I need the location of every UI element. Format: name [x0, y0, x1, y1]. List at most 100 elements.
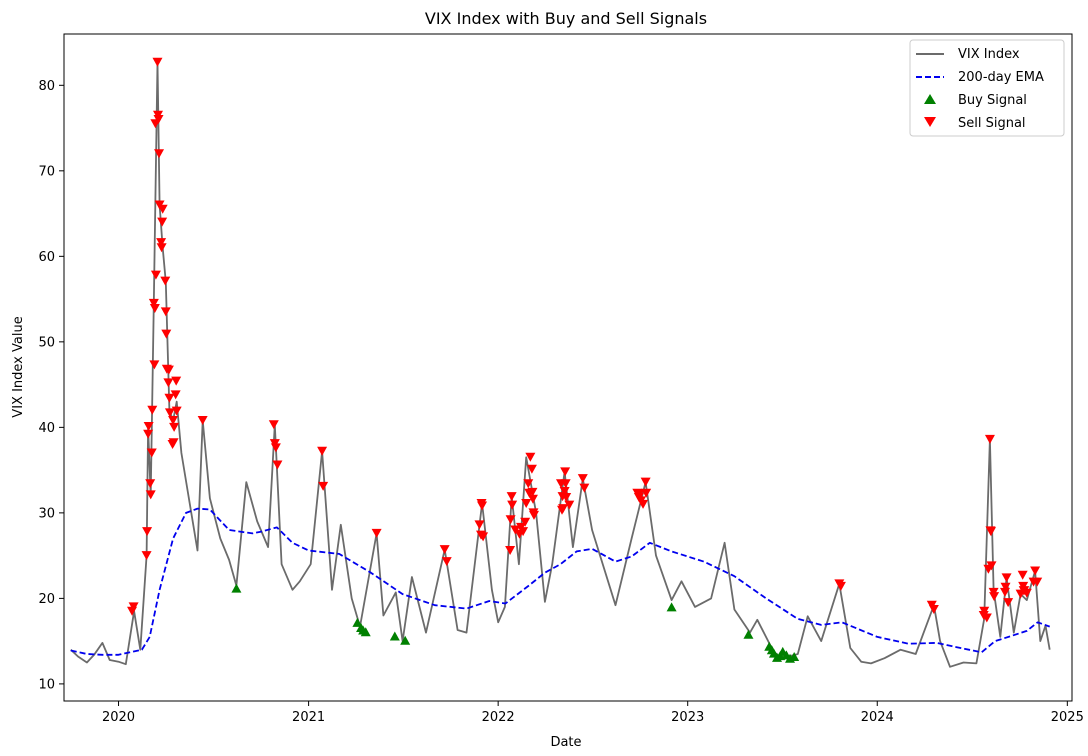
sell-signal-marker	[142, 527, 153, 537]
sell-signal-marker	[478, 532, 489, 542]
x-tick-label: 2020	[102, 710, 135, 725]
sell-signal-marker	[153, 115, 164, 125]
sell-signal-marker	[146, 448, 157, 458]
buy-signal-marker	[743, 629, 754, 639]
sell-signal-marker	[1032, 577, 1043, 587]
sell-signal-marker	[169, 422, 180, 432]
legend: VIX Index 200-day EMA Buy Signal Sell Si…	[909, 39, 1065, 137]
sell-signal-marker	[521, 498, 532, 508]
sell-signal-marker	[156, 238, 167, 248]
sell-signal-marker	[168, 416, 179, 426]
y-tick-label: 20	[38, 592, 55, 607]
sell-signal-marker	[1017, 570, 1028, 580]
y-axis-label: VIX Index Value	[11, 316, 26, 417]
sell-signal-marker	[523, 479, 534, 489]
sell-signal-marker	[157, 204, 168, 214]
x-axis-label: Date	[550, 735, 581, 750]
sell-signal-marker	[170, 390, 181, 400]
sell-signal-marker	[1001, 573, 1012, 583]
x-tick-label: 2022	[482, 710, 515, 725]
sell-signal-marker	[561, 492, 572, 502]
sell-signal-marker	[147, 405, 158, 415]
x-tick-label: 2023	[671, 710, 704, 725]
sell-signal-marker	[152, 57, 163, 67]
sell-signal-marker	[577, 474, 588, 484]
legend-buy-marker	[924, 94, 936, 104]
y-tick-label: 50	[38, 335, 55, 350]
buy-signal-marker	[789, 652, 800, 662]
sell-signal-marker	[197, 416, 208, 426]
sell-signal-marker	[984, 434, 995, 444]
sell-signal-marker	[474, 520, 485, 530]
ema-200-line	[70, 507, 1051, 656]
sell-signal-marker	[1030, 566, 1041, 576]
sell-signal-marker	[168, 438, 179, 448]
sell-signal-marker	[164, 393, 175, 403]
sell-signal-marker	[317, 446, 328, 456]
buy-signal-marker	[231, 583, 242, 593]
sell-signal-marker	[525, 452, 536, 462]
sell-signal-marker	[441, 557, 452, 567]
sell-signal-marker	[835, 581, 846, 591]
sell-signal-marker	[371, 528, 382, 538]
sell-signal-marker	[157, 217, 168, 227]
sell-signal-marker	[640, 477, 651, 487]
legend-label-sell: Sell Signal	[958, 116, 1026, 131]
buy-signal-marker	[352, 617, 363, 627]
sell-signal-marker	[1000, 587, 1011, 597]
plot-frame	[63, 33, 1073, 702]
sell-signal-marker	[161, 329, 172, 339]
sell-signal-marker	[638, 499, 649, 509]
y-tick-label: 80	[38, 79, 55, 94]
sell-signal-marker	[985, 527, 996, 537]
sell-signal-marker	[527, 487, 538, 497]
sell-signal-marker	[527, 494, 538, 504]
sell-signal-marker	[507, 500, 518, 510]
y-tick-label: 70	[38, 164, 55, 179]
sell-signal-marker	[634, 489, 645, 499]
sell-signal-marker	[505, 545, 516, 555]
buy-signal-marker	[360, 627, 371, 637]
sell-signal-marker	[518, 527, 529, 537]
sell-signal-marker	[641, 488, 652, 498]
y-tick-label: 30	[38, 506, 55, 521]
sell-signal-marker	[150, 270, 161, 280]
x-tick-label: 2025	[1051, 710, 1084, 725]
x-tick-label: 2021	[292, 710, 325, 725]
sell-signal-marker	[141, 551, 152, 561]
sell-signal-marker	[560, 467, 571, 477]
sell-signal-marker	[163, 378, 174, 388]
sell-signal-marker	[164, 408, 175, 418]
y-tick-label: 10	[38, 677, 55, 692]
y-tick-label: 40	[38, 421, 55, 436]
sell-signal-marker	[989, 592, 1000, 602]
sell-signal-marker	[981, 613, 992, 623]
sell-signal-marker	[171, 376, 182, 386]
legend-box	[909, 39, 1065, 137]
legend-sell-marker	[924, 117, 936, 127]
plot-area-group	[70, 57, 1051, 668]
buy-signal-marker	[666, 602, 677, 612]
sell-signal-marker	[149, 360, 160, 370]
sell-signal-marker	[558, 504, 569, 514]
sell-signal-marker	[979, 606, 990, 616]
legend-label-vix: VIX Index	[958, 47, 1020, 62]
sell-signal-marker	[163, 365, 174, 375]
sell-signal-marker	[526, 464, 537, 474]
sell-signal-marker	[270, 443, 281, 453]
sell-signal-marker	[128, 602, 139, 612]
sell-signal-marker	[986, 561, 997, 571]
sell-signal-marker	[160, 307, 171, 317]
y-tick-label: 60	[38, 250, 55, 265]
buy-signal-marker	[400, 635, 411, 645]
legend-label-buy: Buy Signal	[958, 93, 1027, 108]
sell-signal-marker	[579, 483, 590, 493]
sell-signal-marker	[506, 492, 517, 502]
sell-signal-marker	[564, 500, 575, 510]
sell-signal-marker	[160, 276, 171, 286]
sell-signal-marker	[1000, 582, 1011, 592]
sell-signal-marker	[318, 481, 329, 491]
sell-signal-marker	[149, 303, 160, 313]
